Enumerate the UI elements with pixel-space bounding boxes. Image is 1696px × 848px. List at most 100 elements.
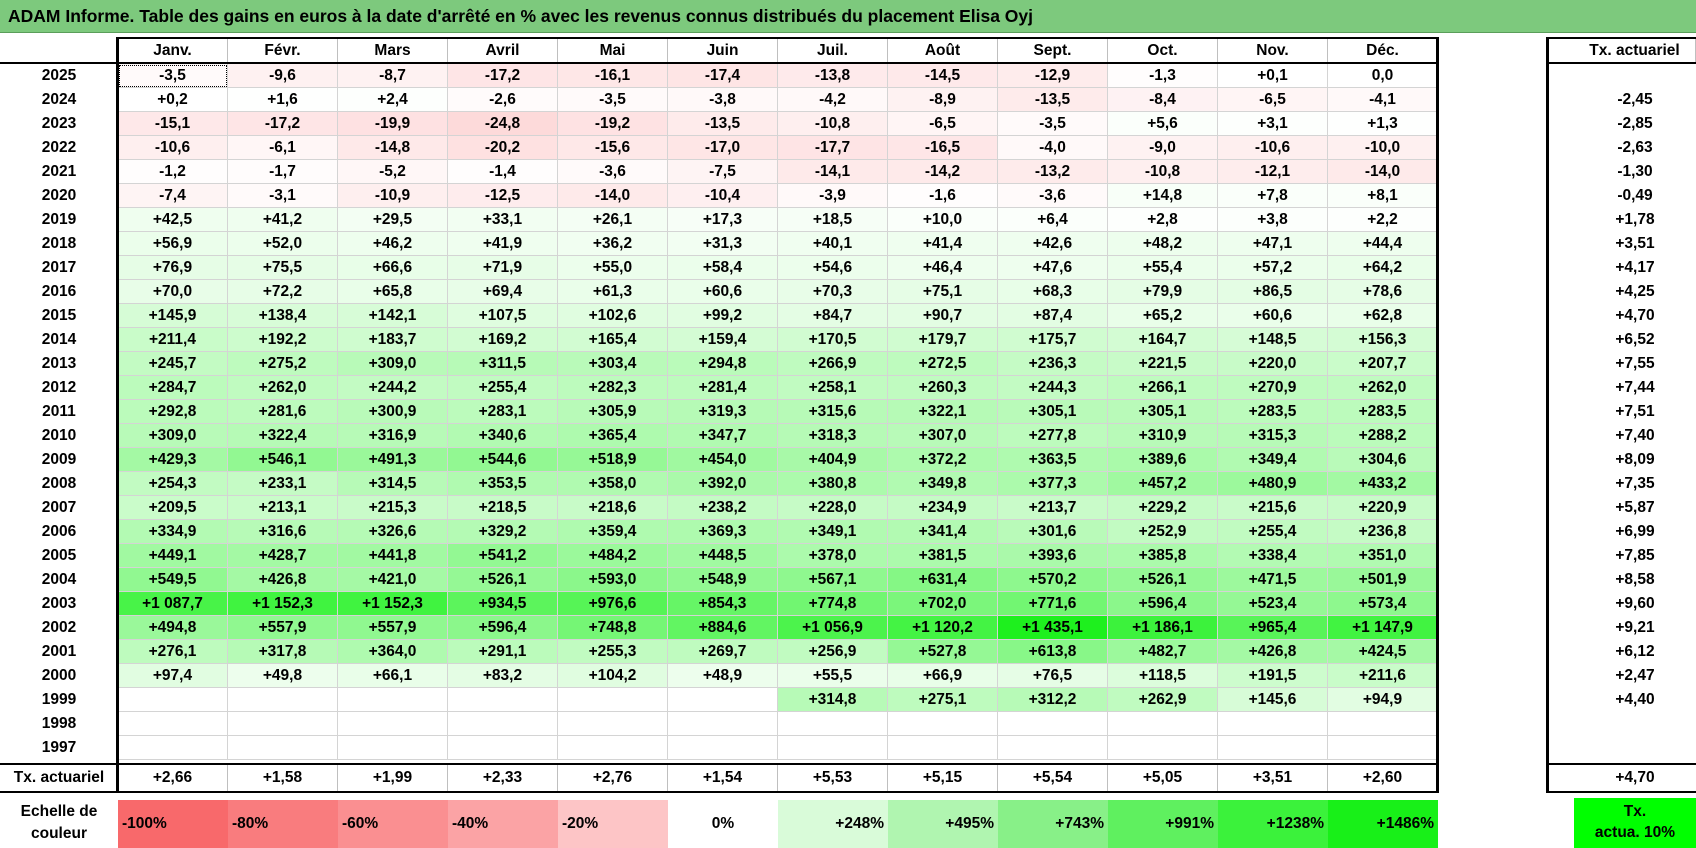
table-cell[interactable]: +281,4	[668, 376, 778, 400]
table-cell[interactable]: -8,4	[1108, 88, 1218, 112]
table-cell[interactable]: +275,1	[888, 688, 998, 712]
table-cell[interactable]: +266,1	[1108, 376, 1218, 400]
table-cell[interactable]: +570,2	[998, 568, 1108, 592]
table-cell[interactable]: +47,6	[998, 256, 1108, 280]
table-cell[interactable]: -13,8	[778, 64, 888, 88]
table-cell[interactable]	[888, 736, 998, 760]
table-cell[interactable]: +277,8	[998, 424, 1108, 448]
table-cell[interactable]: +236,8	[1328, 520, 1438, 544]
table-cell[interactable]: +18,5	[778, 208, 888, 232]
table-cell[interactable]: +244,3	[998, 376, 1108, 400]
table-cell[interactable]: +47,1	[1218, 232, 1328, 256]
table-cell[interactable]: +54,6	[778, 256, 888, 280]
table-cell[interactable]: +3,8	[1218, 208, 1328, 232]
table-cell[interactable]: -10,8	[778, 112, 888, 136]
table-cell[interactable]: +33,1	[448, 208, 558, 232]
table-cell[interactable]: +46,2	[338, 232, 448, 256]
table-cell[interactable]: -3,5	[558, 88, 668, 112]
table-cell[interactable]: +1,6	[228, 88, 338, 112]
table-cell[interactable]: +262,0	[228, 376, 338, 400]
table-cell[interactable]: +544,6	[448, 448, 558, 472]
table-cell[interactable]: +213,7	[998, 496, 1108, 520]
table-cell[interactable]: +107,5	[448, 304, 558, 328]
table-cell[interactable]: -15,1	[118, 112, 228, 136]
table-cell[interactable]: +68,3	[998, 280, 1108, 304]
table-cell[interactable]: -10,0	[1328, 136, 1438, 160]
table-cell[interactable]: +527,8	[888, 640, 998, 664]
table-cell[interactable]: +48,9	[668, 664, 778, 688]
table-cell[interactable]: +266,9	[778, 352, 888, 376]
table-cell[interactable]: -10,6	[1218, 136, 1328, 160]
table-cell[interactable]: +526,1	[1108, 568, 1218, 592]
table-cell[interactable]: +523,4	[1218, 592, 1328, 616]
table-cell[interactable]: -3,8	[668, 88, 778, 112]
table-cell[interactable]: -13,5	[998, 88, 1108, 112]
table-cell[interactable]: +341,4	[888, 520, 998, 544]
table-cell[interactable]: -16,1	[558, 64, 668, 88]
table-cell[interactable]: -13,5	[668, 112, 778, 136]
table-cell[interactable]: +48,2	[1108, 232, 1218, 256]
table-cell[interactable]: +207,7	[1328, 352, 1438, 376]
table-cell[interactable]: -17,4	[668, 64, 778, 88]
table-cell[interactable]: +312,2	[998, 688, 1108, 712]
table-cell[interactable]: -7,4	[118, 184, 228, 208]
table-cell[interactable]: +347,7	[668, 424, 778, 448]
table-cell[interactable]: +482,7	[1108, 640, 1218, 664]
table-cell[interactable]: +236,3	[998, 352, 1108, 376]
table-cell[interactable]: +365,4	[558, 424, 668, 448]
table-cell[interactable]: +314,8	[778, 688, 888, 712]
table-cell[interactable]: -19,2	[558, 112, 668, 136]
table-cell[interactable]: +254,3	[118, 472, 228, 496]
table-cell[interactable]	[228, 712, 338, 736]
table-cell[interactable]: +42,6	[998, 232, 1108, 256]
table-cell[interactable]: +424,5	[1328, 640, 1438, 664]
table-cell[interactable]: +70,3	[778, 280, 888, 304]
table-cell[interactable]	[888, 712, 998, 736]
table-cell[interactable]: +281,6	[228, 400, 338, 424]
table-cell[interactable]: +471,5	[1218, 568, 1328, 592]
table-cell[interactable]: -1,7	[228, 160, 338, 184]
table-cell[interactable]: +58,4	[668, 256, 778, 280]
table-cell[interactable]: +229,2	[1108, 496, 1218, 520]
table-cell[interactable]: +567,1	[778, 568, 888, 592]
table-cell[interactable]: +64,2	[1328, 256, 1438, 280]
table-cell[interactable]: +309,0	[338, 352, 448, 376]
table-cell[interactable]: +426,8	[228, 568, 338, 592]
table-cell[interactable]: +377,3	[998, 472, 1108, 496]
table-cell[interactable]: +218,6	[558, 496, 668, 520]
table-cell[interactable]: +60,6	[1218, 304, 1328, 328]
table-cell[interactable]: +311,5	[448, 352, 558, 376]
table-cell[interactable]: +97,4	[118, 664, 228, 688]
table-cell[interactable]: +104,2	[558, 664, 668, 688]
table-cell[interactable]: +457,2	[1108, 472, 1218, 496]
table-cell[interactable]	[558, 712, 668, 736]
table-cell[interactable]: +389,6	[1108, 448, 1218, 472]
table-cell[interactable]	[998, 712, 1108, 736]
table-cell[interactable]: -14,8	[338, 136, 448, 160]
table-cell[interactable]: +378,0	[778, 544, 888, 568]
table-cell[interactable]: +41,9	[448, 232, 558, 256]
table-cell[interactable]: +557,9	[228, 616, 338, 640]
table-cell[interactable]: +8,1	[1328, 184, 1438, 208]
table-cell[interactable]: -9,0	[1108, 136, 1218, 160]
table-cell[interactable]: -9,6	[228, 64, 338, 88]
table-cell[interactable]: +319,3	[668, 400, 778, 424]
table-cell[interactable]: +369,3	[668, 520, 778, 544]
table-cell[interactable]: +316,9	[338, 424, 448, 448]
table-cell[interactable]: +976,6	[558, 592, 668, 616]
table-cell[interactable]: +593,0	[558, 568, 668, 592]
table-cell[interactable]: -19,9	[338, 112, 448, 136]
table-cell[interactable]: -1,2	[118, 160, 228, 184]
table-cell[interactable]: +260,3	[888, 376, 998, 400]
table-cell[interactable]: +87,4	[998, 304, 1108, 328]
table-cell[interactable]: -20,2	[448, 136, 558, 160]
table-cell[interactable]: -16,5	[888, 136, 998, 160]
table-cell[interactable]: +66,9	[888, 664, 998, 688]
table-cell[interactable]: +36,2	[558, 232, 668, 256]
table-cell[interactable]: +262,9	[1108, 688, 1218, 712]
table-cell[interactable]: +2,4	[338, 88, 448, 112]
table-cell[interactable]: +884,6	[668, 616, 778, 640]
table-cell[interactable]: +65,2	[1108, 304, 1218, 328]
table-cell[interactable]	[118, 712, 228, 736]
table-cell[interactable]	[448, 712, 558, 736]
